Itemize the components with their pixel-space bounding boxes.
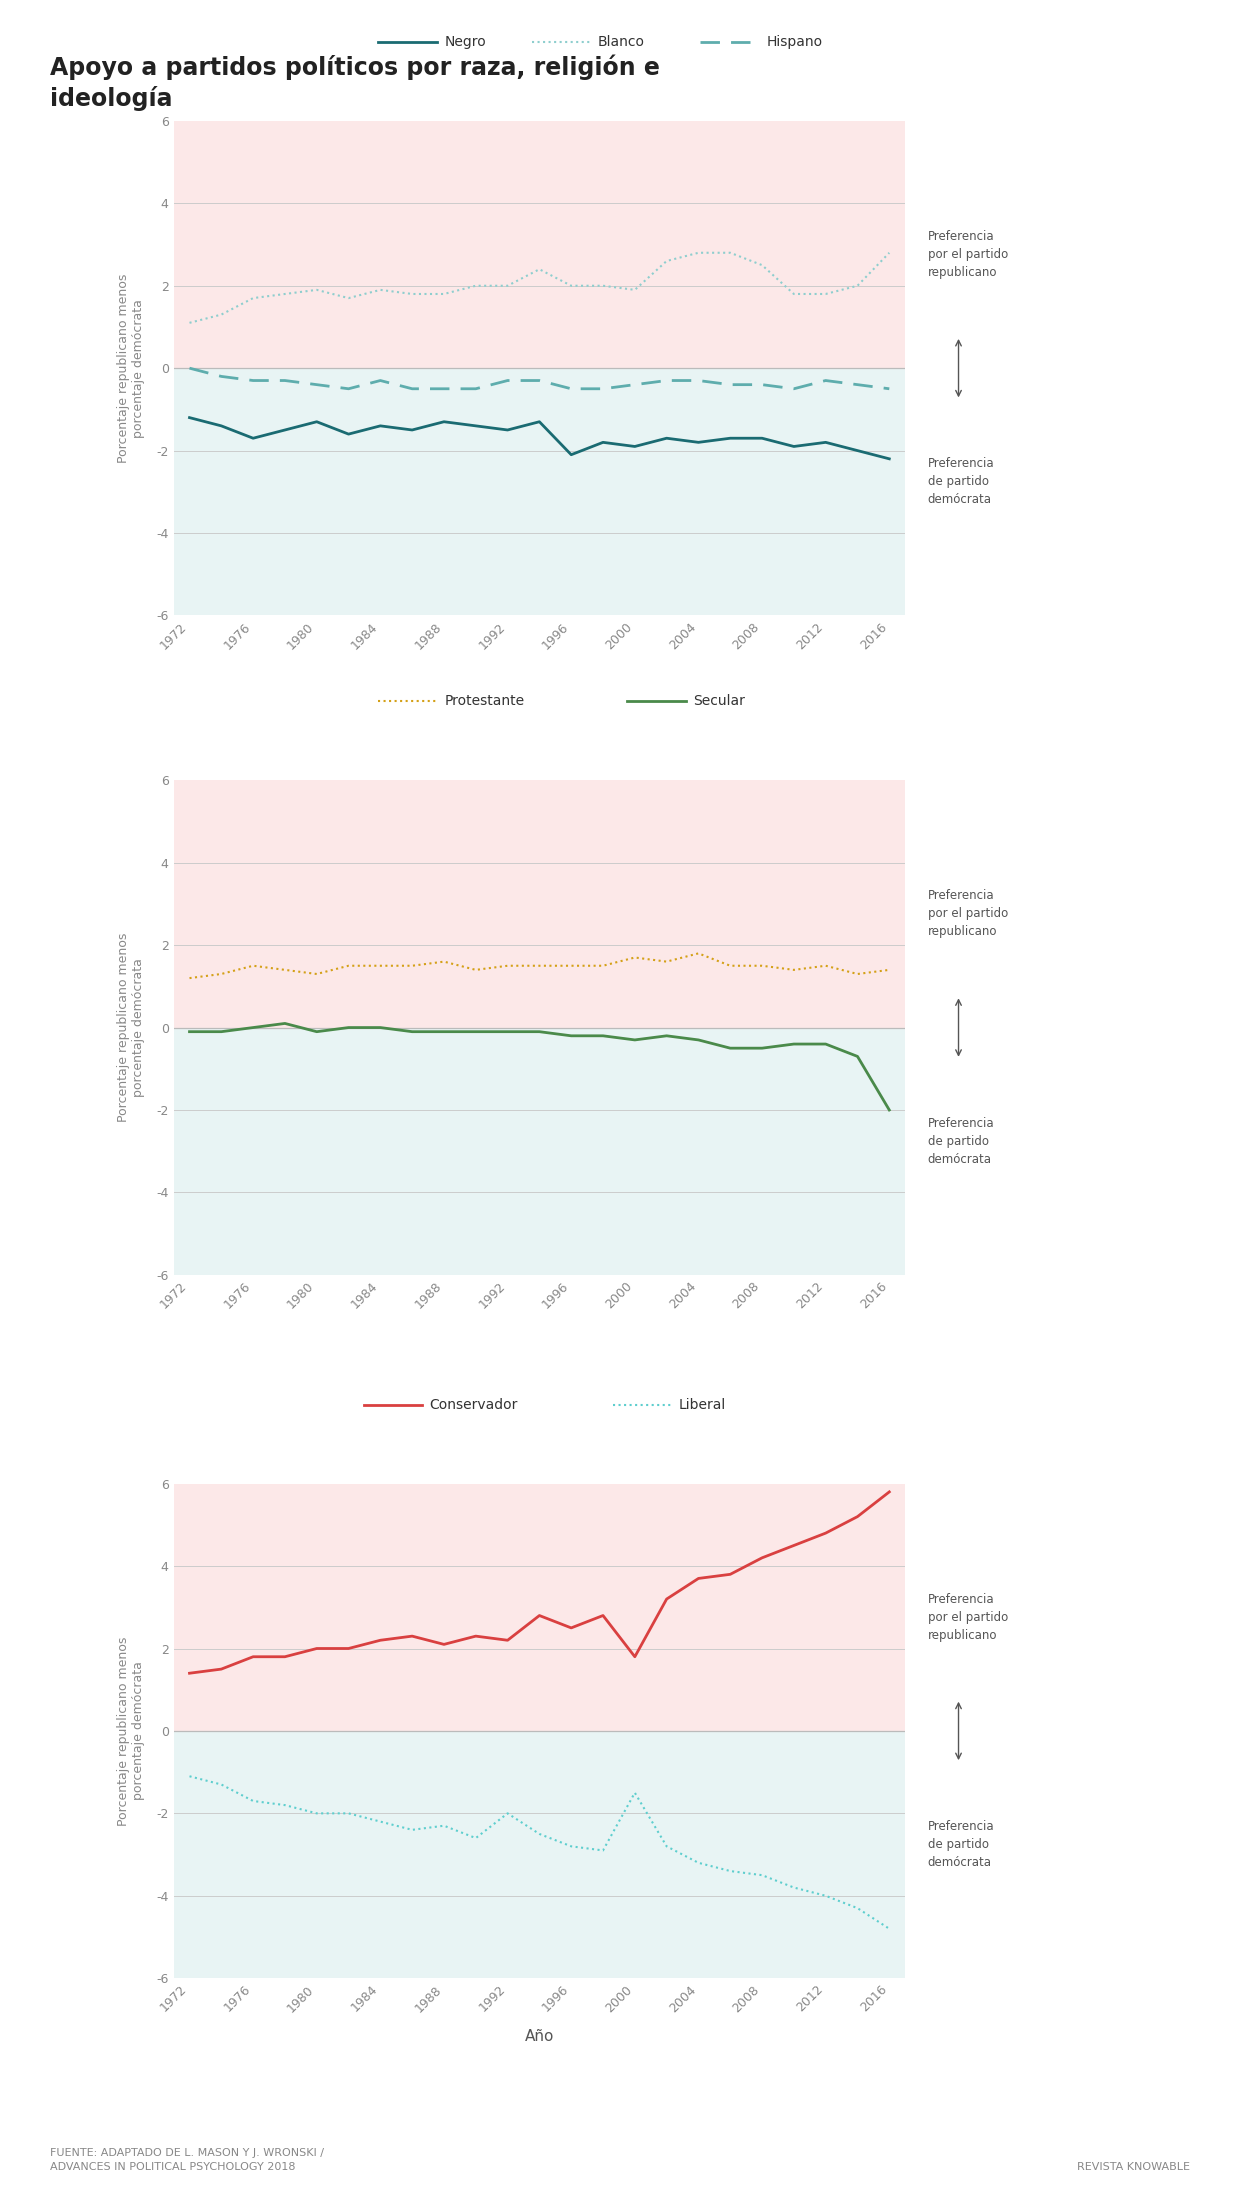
Text: Preferencia
por el partido
republicano: Preferencia por el partido republicano	[928, 231, 1008, 279]
Text: Preferencia
por el partido
republicano: Preferencia por el partido republicano	[928, 1594, 1008, 1642]
Text: Preferencia
de partido
demócrata: Preferencia de partido demócrata	[928, 457, 994, 506]
Text: Preferencia
de partido
demócrata: Preferencia de partido demócrata	[928, 1820, 994, 1868]
Bar	[174, 121, 905, 369]
Y-axis label: Porcentaje republicano menos
porcentaje demócrata: Porcentaje republicano menos porcentaje …	[118, 273, 145, 464]
Text: Liberal: Liberal	[678, 1398, 725, 1411]
Bar	[174, 1029, 905, 1275]
Text: Protestante: Protestante	[444, 695, 525, 708]
Text: Conservador: Conservador	[429, 1398, 518, 1411]
Bar	[174, 1484, 905, 1732]
X-axis label: Año: Año	[525, 2029, 554, 2044]
Y-axis label: Porcentaje republicano menos
porcentaje demócrata: Porcentaje republicano menos porcentaje …	[118, 1635, 145, 1827]
Text: Negro: Negro	[444, 35, 486, 48]
Bar	[174, 1732, 905, 1978]
Bar	[174, 780, 905, 1029]
Bar	[174, 369, 905, 615]
Text: REVISTA KNOWABLE: REVISTA KNOWABLE	[1078, 2161, 1190, 2172]
Text: Secular: Secular	[693, 695, 745, 708]
Text: Blanco: Blanco	[598, 35, 645, 48]
Text: Hispano: Hispano	[766, 35, 822, 48]
Text: Preferencia
de partido
demócrata: Preferencia de partido demócrata	[928, 1117, 994, 1165]
Text: Preferencia
por el partido
republicano: Preferencia por el partido republicano	[928, 890, 1008, 939]
Text: FUENTE: ADAPTADO DE L. MASON Y J. WRONSKI /
ADVANCES IN POLITICAL PSYCHOLOGY 201: FUENTE: ADAPTADO DE L. MASON Y J. WRONSK…	[50, 2147, 324, 2172]
Text: Apoyo a partidos políticos por raza, religión e
ideología: Apoyo a partidos políticos por raza, rel…	[50, 55, 660, 112]
Y-axis label: Porcentaje republicano menos
porcentaje demócrata: Porcentaje republicano menos porcentaje …	[118, 932, 145, 1123]
